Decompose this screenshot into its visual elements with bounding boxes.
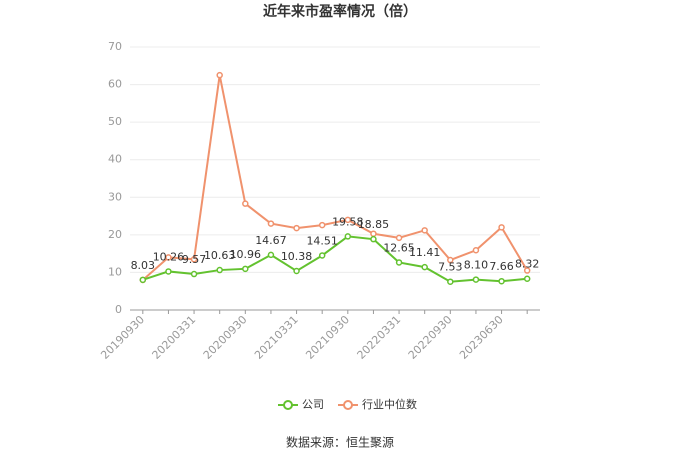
data-label: 7.53: [438, 261, 463, 274]
x-tick-label: 20210930: [303, 313, 352, 362]
data-point: [267, 220, 275, 227]
data-point: [370, 230, 377, 237]
data-label: 14.51: [306, 234, 338, 247]
data-point: [165, 268, 172, 275]
y-tick-label: 60: [108, 78, 122, 91]
y-tick-label: 30: [108, 190, 122, 203]
legend-label: 行业中位数: [362, 397, 417, 411]
y-tick-label: 40: [108, 153, 122, 166]
legend-marker: [283, 400, 293, 410]
y-tick-label: 50: [108, 115, 122, 128]
data-point: [344, 216, 352, 224]
data-label: 7.66: [489, 260, 514, 273]
data-point: [447, 256, 454, 264]
data-label: 9.57: [182, 253, 207, 266]
data-label: 18.85: [358, 218, 390, 231]
data-point: [293, 224, 300, 232]
data-point: [523, 275, 531, 282]
x-tick-label: 20190930: [98, 313, 147, 362]
data-point: [190, 256, 198, 263]
data-point: [139, 276, 147, 284]
data-label: 10.96: [230, 248, 262, 261]
series-line: [142, 235, 528, 283]
data-point: [318, 252, 326, 259]
data-point: [267, 251, 275, 259]
data-point: [370, 235, 377, 243]
data-point: [344, 233, 352, 240]
x-tick-label: 20200930: [201, 313, 250, 362]
data-label: 10.38: [281, 250, 313, 263]
series-line: [142, 74, 529, 281]
y-tick-label: 20: [108, 228, 122, 241]
data-label: 12.65: [383, 241, 415, 254]
chart-title: 近年来市盈率情况（倍）: [263, 3, 417, 20]
data-label: 19.58: [332, 215, 364, 228]
data-label: 10.63: [204, 249, 236, 262]
legend-marker: [343, 400, 353, 410]
data-point: [523, 267, 531, 274]
data-point: [395, 259, 403, 266]
data-point: [190, 270, 198, 278]
data-point: [472, 247, 480, 254]
data-label: 11.41: [409, 246, 441, 259]
data-point: [242, 265, 249, 273]
data-point: [498, 277, 505, 285]
data-point: [472, 276, 480, 283]
source-note: 数据来源：恒生聚源: [286, 435, 394, 450]
data-label: 8.10: [464, 259, 489, 272]
data-point: [395, 234, 403, 242]
y-tick-label: 70: [108, 40, 122, 53]
y-tick-label: 10: [108, 265, 122, 278]
data-label: 10.26: [153, 250, 185, 263]
data-point: [318, 221, 326, 229]
data-point: [165, 254, 172, 261]
y-tick-label: 0: [115, 303, 122, 316]
x-tick-label: 20220930: [406, 313, 455, 362]
data-point: [216, 266, 223, 274]
data-point: [421, 227, 428, 234]
data-point: [421, 263, 428, 271]
data-label: 8.32: [515, 258, 540, 271]
data-label: 8.03: [131, 259, 156, 272]
data-point: [293, 267, 300, 275]
x-tick-label: 20220331: [355, 313, 404, 362]
data-point: [242, 200, 249, 207]
data-label: 14.67: [255, 234, 287, 247]
legend-label: 公司: [302, 398, 324, 411]
x-tick-label: 20210331: [252, 313, 301, 362]
x-tick-label: 20230630: [457, 313, 506, 362]
data-point: [498, 224, 505, 231]
x-tick-label: 20200331: [150, 313, 199, 362]
data-point: [447, 278, 454, 285]
data-point: [216, 71, 223, 79]
